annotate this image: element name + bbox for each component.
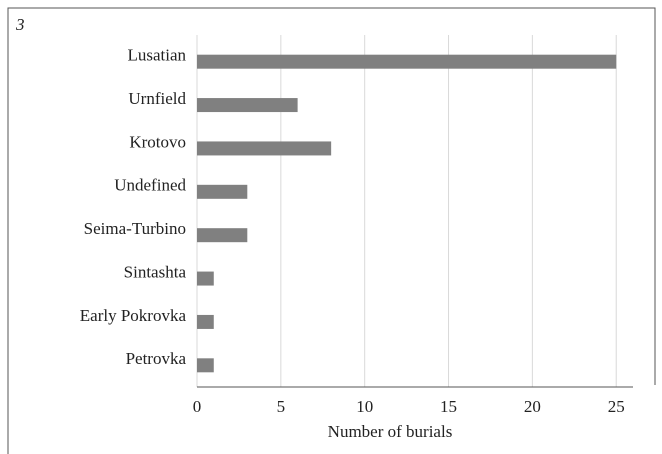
y-tick-label: Urnfield — [128, 89, 186, 108]
y-tick-label: Krotovo — [129, 132, 186, 151]
y-tick-label: Seima-Turbino — [84, 219, 186, 238]
y-tick-label: Undefined — [114, 176, 186, 195]
x-tick-label: 20 — [524, 397, 541, 416]
bar — [197, 98, 298, 113]
frame — [7, 7, 656, 454]
bar — [197, 358, 214, 373]
bar — [197, 271, 214, 286]
x-tick-label: 25 — [608, 397, 625, 416]
x-tick-label: 15 — [440, 397, 457, 416]
x-tick-label: 0 — [193, 397, 202, 416]
y-tick-label: Sintashta — [124, 262, 187, 281]
x-axis-label: Number of burials — [328, 422, 453, 441]
panel-label: 3 — [15, 15, 25, 34]
y-tick-label: Early Pokrovka — [80, 306, 187, 325]
y-tick-label: Petrovka — [126, 349, 187, 368]
x-tick-label: 10 — [356, 397, 373, 416]
bar — [197, 141, 332, 156]
y-tick-label: Lusatian — [127, 46, 186, 65]
bar — [197, 228, 248, 243]
bar — [197, 54, 617, 69]
bar — [197, 184, 248, 199]
x-tick-label: 5 — [277, 397, 286, 416]
bar — [197, 314, 214, 329]
